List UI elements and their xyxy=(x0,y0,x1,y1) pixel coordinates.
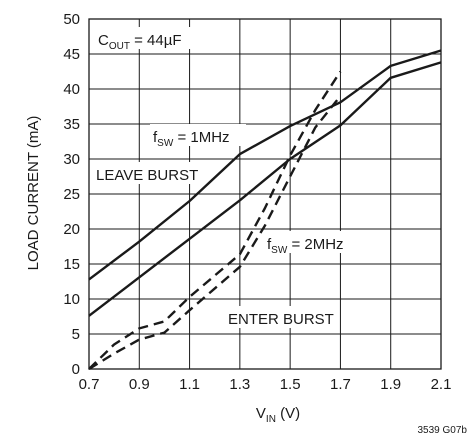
y-tick-label: 50 xyxy=(63,11,80,28)
y-tick-label: 10 xyxy=(63,291,80,308)
y-tick-label: 40 xyxy=(63,81,80,98)
y-tick-label: 30 xyxy=(63,151,80,168)
cout-label-bg xyxy=(95,27,202,49)
x-axis-label: VIN (V) xyxy=(256,405,300,425)
y-tick-label: 15 xyxy=(63,256,80,273)
fsw1-label: fSW = 1MHz xyxy=(153,129,230,149)
enter-burst-label-bg xyxy=(225,306,338,328)
y-tick-label: 35 xyxy=(63,116,80,133)
x-tick-label: 2.1 xyxy=(431,376,452,393)
plot-frame xyxy=(88,18,442,370)
cout-label: COUT = 44µF xyxy=(98,32,182,52)
series-line-dashed-fsw-2mhz xyxy=(88,95,342,371)
y-tick-label: 5 xyxy=(72,326,80,343)
x-tick-label: 0.9 xyxy=(129,376,150,393)
axes: LOAD CURRENT (mA) VIN (V) 3539 G07b 0.7 0… xyxy=(25,11,467,436)
plot-series xyxy=(88,49,442,371)
fsw2-label-bg xyxy=(264,231,360,253)
fsw1-label-bg xyxy=(150,124,246,146)
grid xyxy=(88,18,442,370)
fsw2-label: fSW = 2MHz xyxy=(267,236,344,256)
x-tick-label: 1.3 xyxy=(229,376,250,393)
series-line-dashed-fsw-1mhz xyxy=(88,70,342,370)
y-tick-label: 0 xyxy=(72,361,80,378)
enter-burst-label: ENTER BURST xyxy=(228,311,334,328)
series-line-solid-fsw-2mhz xyxy=(88,61,442,317)
y-tick-label: 20 xyxy=(63,221,80,238)
x-tick-label: 0.7 xyxy=(79,376,100,393)
y-tick-label: 45 xyxy=(63,46,80,63)
y-tick-label: 25 xyxy=(63,186,80,203)
x-tick-label: 1.1 xyxy=(179,376,200,393)
annotations: COUT = 44µF fSW = 1MHz LEAVE BURST fSW =… xyxy=(93,27,360,328)
x-tick-label: 1.9 xyxy=(380,376,401,393)
y-axis-label: LOAD CURRENT (mA) xyxy=(25,116,42,271)
x-tick-label: 1.7 xyxy=(330,376,351,393)
leave-burst-label-bg xyxy=(93,162,206,184)
x-tick-label: 1.5 xyxy=(280,376,301,393)
leave-burst-label: LEAVE BURST xyxy=(96,167,198,184)
figure-code: 3539 G07b xyxy=(418,425,468,436)
series-line-solid-fsw-1mhz xyxy=(88,49,442,281)
